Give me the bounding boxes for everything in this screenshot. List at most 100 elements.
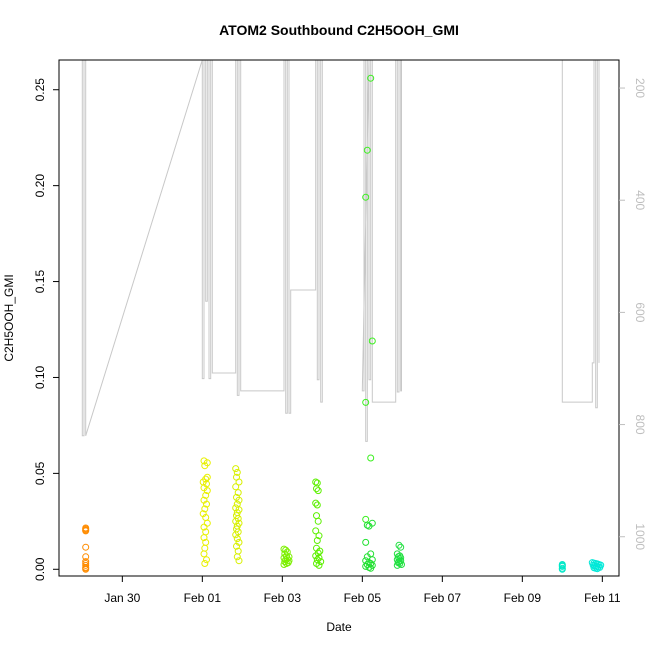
- data-point: [235, 496, 243, 504]
- data-point: [281, 558, 289, 566]
- data-point: [200, 534, 208, 542]
- data-point: [200, 550, 208, 558]
- secondary-y-tick-label: 400: [633, 190, 647, 210]
- data-point: [280, 554, 288, 562]
- data-point: [233, 542, 240, 550]
- data-point: [395, 541, 403, 549]
- x-axis: Jan 30 Feb 01 Feb 03 Feb 05 Feb 07 Feb 09 Feb …: [104, 576, 621, 605]
- x-tick-label: Feb 05: [344, 591, 382, 605]
- data-point: [201, 505, 209, 513]
- x-axis-label: Date: [326, 620, 352, 634]
- data-point: [315, 561, 323, 569]
- data-point: [200, 523, 208, 531]
- data-point: [558, 565, 566, 573]
- data-point: [201, 544, 209, 552]
- data-point: [280, 561, 288, 568]
- x-tick-label: Feb 09: [504, 591, 542, 605]
- overlay-layer: [81, 59, 600, 442]
- data-point: [203, 487, 211, 495]
- data-point: [363, 146, 371, 154]
- x-tick-label: Feb 11: [584, 591, 621, 605]
- data-point: [203, 473, 211, 481]
- data-point: [397, 543, 405, 551]
- series-0: [82, 524, 90, 573]
- series-9: [588, 559, 605, 573]
- data-point: [315, 532, 323, 540]
- data-point: [367, 564, 375, 572]
- data-point: [312, 499, 320, 507]
- x-tick-label: Feb 07: [424, 591, 462, 605]
- data-point: [312, 478, 320, 486]
- y-tick-label: 0.20: [33, 174, 47, 198]
- data-point: [313, 512, 320, 520]
- data-point: [398, 561, 405, 568]
- data-point: [232, 465, 240, 473]
- series-3: [280, 545, 293, 568]
- data-point: [233, 468, 241, 476]
- data-point: [365, 522, 373, 530]
- data-point: [368, 337, 376, 345]
- data-point: [313, 485, 320, 493]
- data-point: [313, 537, 321, 544]
- data-point: [235, 478, 243, 486]
- data-point: [393, 561, 401, 569]
- data-point: [314, 487, 322, 495]
- data-point: [362, 515, 370, 523]
- series-6: [362, 519, 376, 572]
- data-point: [203, 556, 210, 564]
- y-tick-label: 0.25: [33, 78, 47, 102]
- data-point: [362, 193, 370, 201]
- plot-frame: [58, 59, 620, 577]
- y-axis: 0.00 0.05 0.10 0.15 0.20 0.25: [33, 78, 59, 581]
- data-point: [82, 543, 90, 551]
- secondary-y-tick-label: 200: [633, 78, 647, 98]
- secondary-y-tick-label: 1000: [633, 523, 647, 550]
- y-tick-label: 0.10: [33, 365, 47, 389]
- series-8: [558, 561, 566, 573]
- data-point: [232, 483, 240, 491]
- data-point: [367, 560, 375, 567]
- data-point: [232, 531, 240, 539]
- data-point: [203, 500, 210, 508]
- data-point: [395, 555, 403, 563]
- data-point: [315, 554, 323, 562]
- secondary-y-axis: 200 400 600 800 1000: [619, 78, 647, 550]
- data-point: [314, 517, 322, 525]
- data-point: [558, 562, 566, 570]
- series-2: [232, 465, 243, 565]
- data-point: [202, 491, 210, 499]
- y-tick-label: 0.15: [33, 270, 47, 294]
- data-point: [233, 535, 241, 543]
- secondary-y-tick-label: 600: [633, 302, 647, 322]
- data-point: [201, 462, 209, 470]
- series-1: [199, 457, 211, 567]
- series-4: [312, 478, 325, 569]
- data-point: [234, 489, 242, 497]
- data-point: [235, 557, 243, 565]
- data-point: [367, 454, 375, 462]
- data-point: [82, 527, 90, 535]
- secondary-y-tick-label: 800: [633, 415, 647, 435]
- y-tick-label: 0.00: [33, 557, 47, 581]
- data-point: [313, 501, 321, 509]
- data-point: [82, 561, 90, 569]
- x-tick-label: Feb 01: [184, 591, 222, 605]
- data-point: [593, 565, 601, 573]
- y-axis-label: C2H5OOH_GMI: [2, 274, 16, 361]
- points-layer: [82, 74, 605, 573]
- series-7: [393, 541, 405, 569]
- data-point: [201, 560, 209, 567]
- data-point: [82, 553, 90, 561]
- data-point: [362, 538, 370, 546]
- data-point: [317, 558, 325, 566]
- y-tick-label: 0.05: [33, 461, 47, 485]
- data-point: [203, 519, 211, 527]
- chart-title: ATOM2 Southbound C2H5OOH_GMI: [219, 22, 459, 38]
- data-point: [362, 398, 370, 406]
- data-point: [233, 553, 241, 561]
- data-point: [82, 565, 90, 573]
- x-tick-label: Jan 30: [104, 591, 140, 605]
- x-tick-label: Feb 03: [264, 591, 302, 605]
- data-point: [316, 547, 324, 555]
